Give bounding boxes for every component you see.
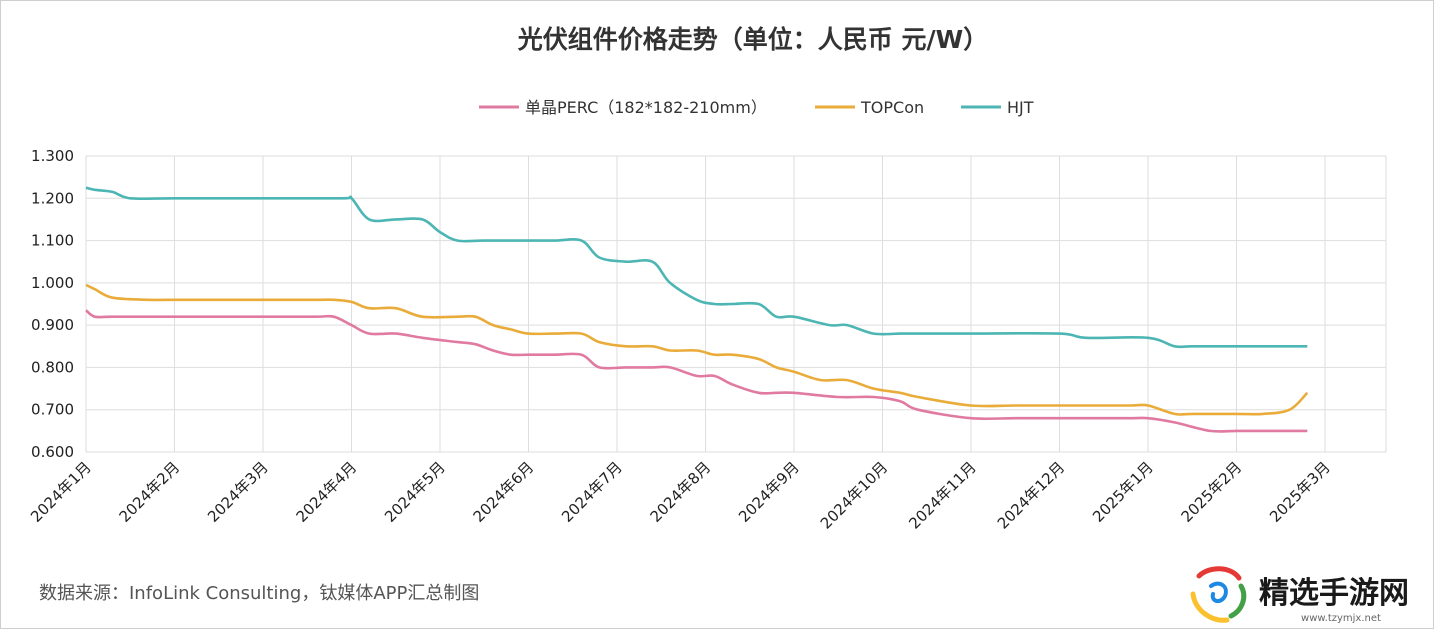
chart-title: 光伏组件价格走势（单位：人民币 元/W） bbox=[517, 25, 988, 54]
source-note: 数据来源：InfoLink Consulting，钛媒体APP汇总制图 bbox=[39, 583, 479, 604]
x-tick-label: 2024年7月 bbox=[558, 458, 626, 526]
legend-label-3: HJT bbox=[1007, 98, 1034, 117]
x-tick-label: 2024年2月 bbox=[116, 458, 184, 526]
watermark-text: 精选手游网 bbox=[1259, 576, 1409, 611]
x-tick-label: 2025年3月 bbox=[1266, 458, 1334, 526]
x-tick-label: 2024年11月 bbox=[905, 458, 979, 532]
x-tick-label: 2024年8月 bbox=[647, 458, 715, 526]
watermark: 精选手游网 www.tzymjx.net bbox=[1190, 566, 1409, 624]
x-tick-label: 2024年1月 bbox=[27, 458, 95, 526]
y-tick-label: 0.700 bbox=[31, 401, 74, 419]
x-tick-label: 2024年4月 bbox=[293, 458, 361, 526]
y-axis: 1.300 1.200 1.100 1.000 0.900 0.800 0.700 0.600 bbox=[31, 147, 74, 461]
y-tick-label: 0.800 bbox=[31, 358, 74, 376]
series-line-2 bbox=[85, 283, 1309, 416]
watermark-url: www.tzymjx.net bbox=[1301, 613, 1381, 624]
y-tick-label: 1.000 bbox=[31, 274, 74, 292]
watermark-logo-icon bbox=[1190, 566, 1247, 623]
x-tick-label: 2024年6月 bbox=[470, 458, 538, 526]
grid bbox=[85, 155, 1387, 453]
x-tick-label: 2024年12月 bbox=[994, 458, 1068, 532]
y-tick-label: 1.200 bbox=[31, 189, 74, 207]
x-tick-label: 2024年3月 bbox=[204, 458, 272, 526]
y-tick-label: 0.900 bbox=[31, 316, 74, 334]
x-tick-label: 2025年2月 bbox=[1178, 458, 1246, 526]
x-tick-label: 2024年10月 bbox=[817, 458, 891, 532]
y-tick-label: 0.600 bbox=[31, 443, 74, 461]
x-axis: 2024年1月 2024年2月 2024年3月 2024年4月 2024年5月 2024年… bbox=[27, 458, 1334, 532]
legend: 单晶PERC（182*182-210mm） TOPCon HJT bbox=[479, 98, 1034, 117]
legend-label-2: TOPCon bbox=[860, 98, 924, 117]
series-lines bbox=[85, 186, 1309, 433]
y-tick-label: 1.100 bbox=[31, 232, 74, 250]
x-tick-label: 2025年1月 bbox=[1089, 458, 1157, 526]
y-tick-label: 1.300 bbox=[31, 147, 74, 165]
x-tick-label: 2024年5月 bbox=[381, 458, 449, 526]
x-tick-label: 2024年9月 bbox=[735, 458, 803, 526]
series-line-1 bbox=[85, 309, 1308, 433]
series-line-3 bbox=[85, 186, 1308, 349]
legend-label-1: 单晶PERC（182*182-210mm） bbox=[525, 98, 767, 117]
